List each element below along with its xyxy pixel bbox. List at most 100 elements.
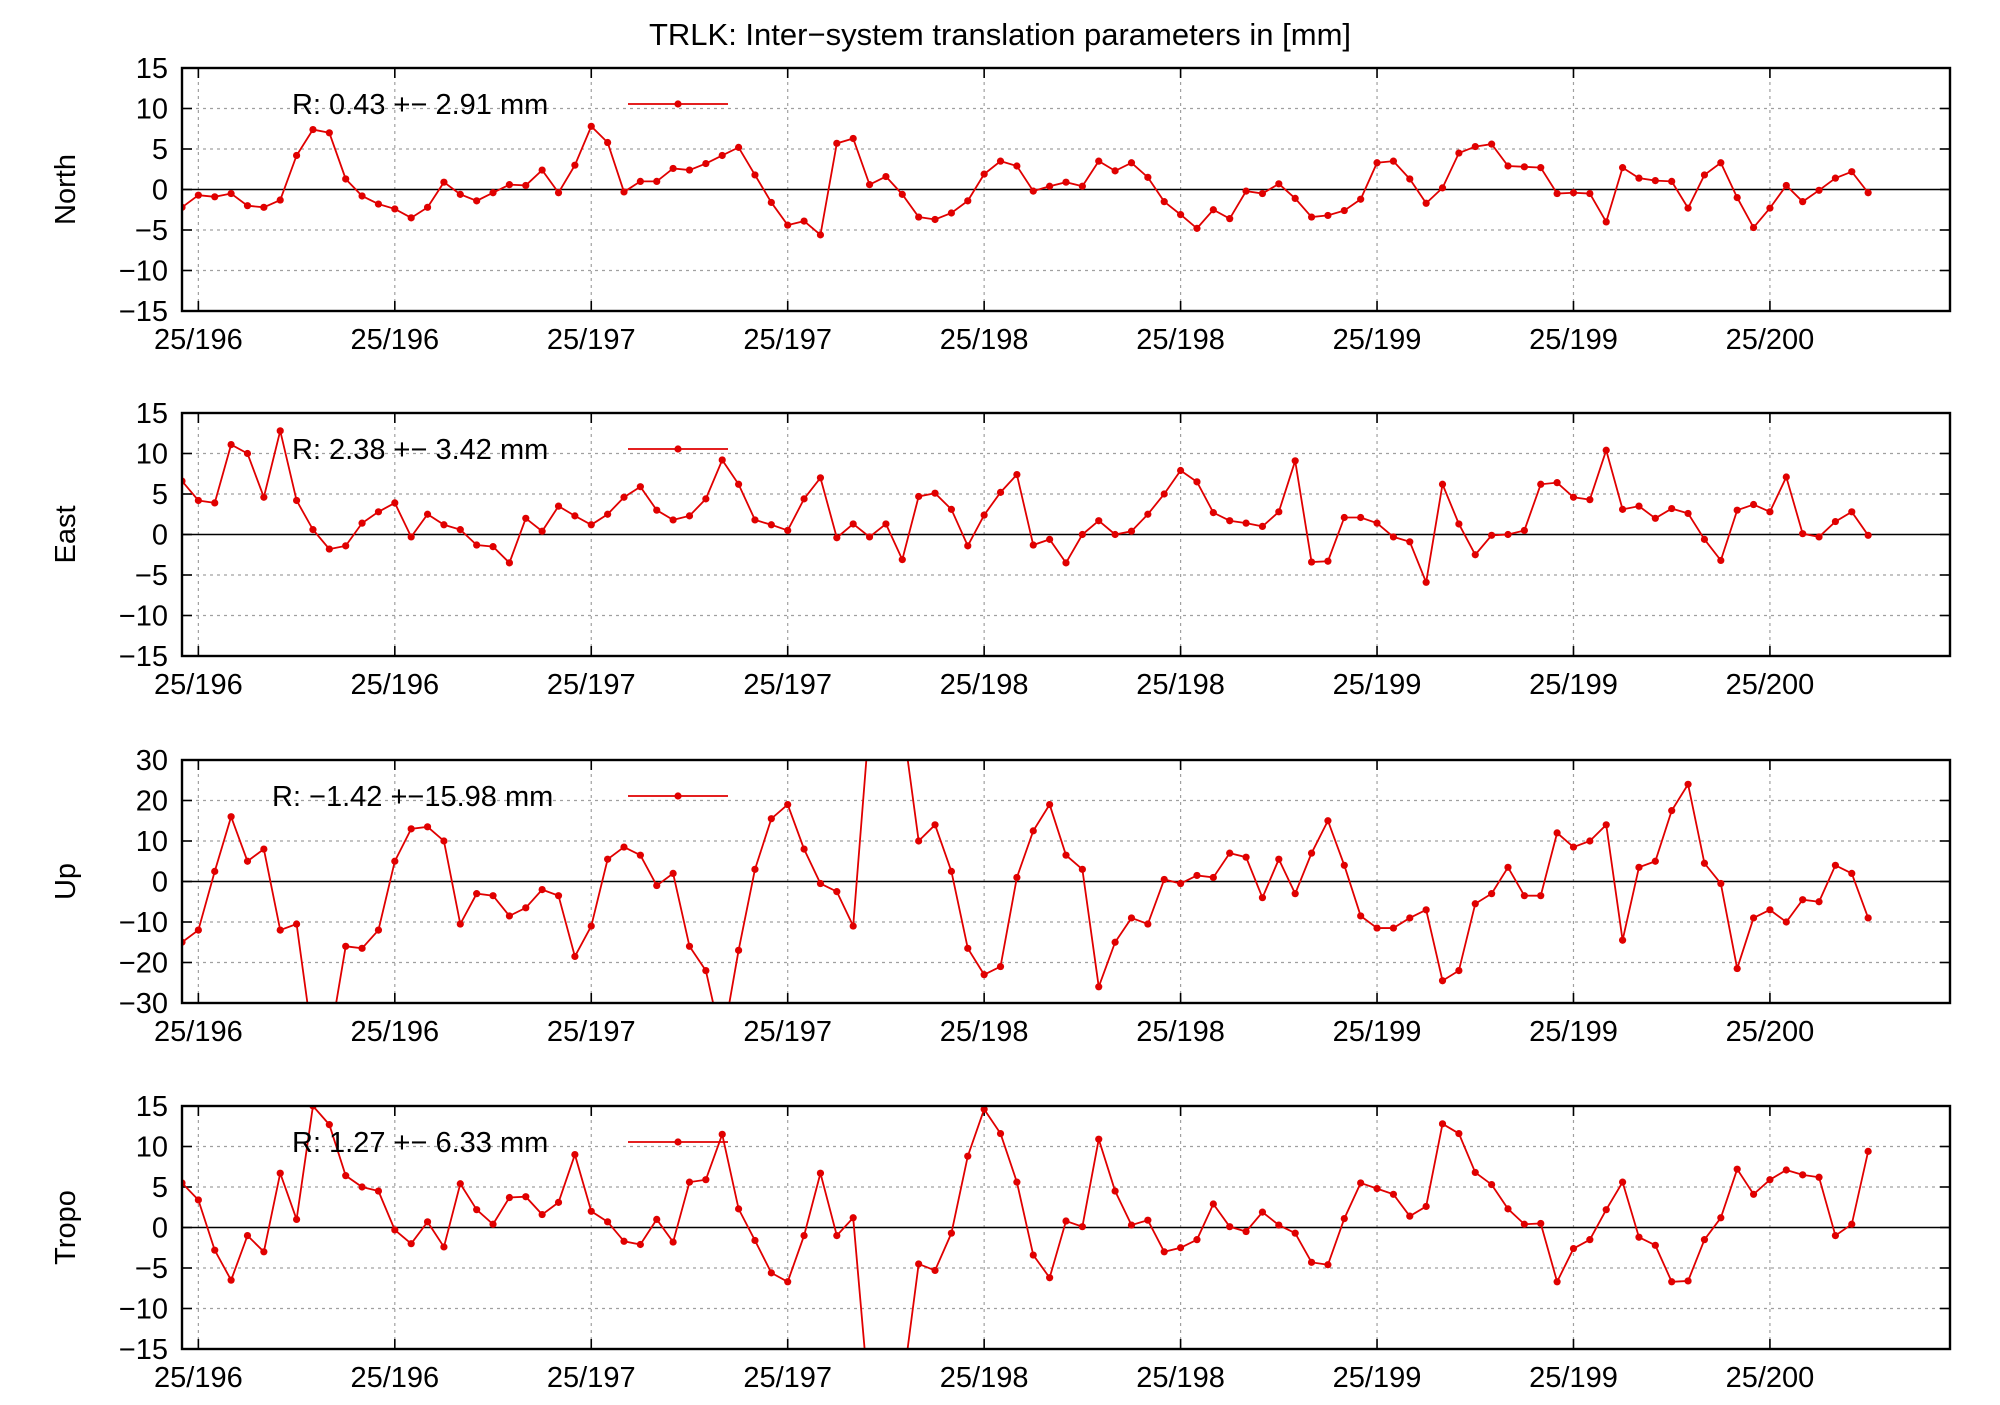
data-point — [915, 837, 923, 845]
data-point — [1406, 1212, 1414, 1220]
data-point — [767, 521, 775, 529]
data-point — [734, 1205, 743, 1213]
y-axis-label: East — [50, 505, 82, 563]
data-point — [260, 845, 268, 853]
data-point — [1193, 478, 1201, 486]
data-point — [587, 1207, 595, 1215]
data-point — [898, 190, 906, 198]
series-up — [182, 760, 1872, 1047]
data-point — [1373, 1185, 1381, 1193]
data-point — [391, 499, 399, 507]
data-point — [1651, 176, 1659, 185]
data-point — [931, 1266, 939, 1275]
figure-title: TRLK: Inter−system translation parameter… — [649, 17, 1351, 52]
data-point — [1029, 827, 1037, 835]
y-tick-label: 5 — [152, 1172, 168, 1204]
data-point — [1144, 510, 1152, 518]
data-point — [833, 1232, 841, 1240]
data-point — [604, 1218, 612, 1226]
series-tropo — [182, 1106, 1872, 1349]
data-point — [276, 1169, 284, 1177]
data-point — [194, 496, 202, 505]
x-tick-label: 25/196 — [350, 324, 439, 356]
data-point — [636, 483, 644, 491]
data-point — [1700, 1236, 1709, 1244]
data-point — [538, 1210, 546, 1219]
data-point — [571, 512, 579, 520]
x-tick-label: 25/198 — [1136, 1016, 1225, 1048]
y-tick-label: 15 — [136, 53, 168, 85]
data-point — [1717, 159, 1725, 167]
data-point — [292, 496, 301, 505]
data-point — [1258, 894, 1267, 902]
data-point — [1651, 514, 1659, 522]
data-point — [849, 922, 857, 930]
data-point — [1504, 530, 1512, 539]
data-point — [964, 542, 972, 550]
x-tick-label: 25/196 — [350, 1362, 439, 1394]
data-point — [538, 886, 546, 894]
data-point — [1013, 162, 1021, 170]
data-point — [1815, 186, 1823, 194]
data-point — [1782, 1166, 1790, 1174]
data-point — [734, 480, 743, 488]
data-point — [276, 427, 284, 435]
data-point — [1684, 204, 1692, 212]
data-point — [653, 1215, 661, 1223]
data-point — [473, 1206, 481, 1214]
data-point — [211, 499, 219, 507]
data-point — [440, 1243, 448, 1251]
data-point — [342, 542, 350, 550]
data-point — [194, 926, 202, 934]
data-point — [751, 516, 759, 524]
data-point — [800, 217, 808, 225]
data-point — [1848, 508, 1856, 516]
data-point — [1406, 175, 1414, 183]
data-point — [1602, 218, 1610, 226]
x-tick-label: 25/197 — [743, 1362, 832, 1394]
data-point — [800, 495, 808, 503]
data-point — [1340, 861, 1348, 869]
data-point — [1160, 875, 1168, 884]
x-tick-label: 25/200 — [1726, 1362, 1815, 1394]
data-point — [931, 215, 939, 224]
data-point — [1815, 533, 1823, 541]
y-tick-label: −30 — [119, 988, 168, 1020]
data-point — [1226, 1223, 1234, 1231]
data-point — [1176, 1244, 1185, 1252]
y-tick-label: 0 — [152, 867, 168, 899]
y-tick-label: −10 — [119, 907, 168, 939]
data-point — [1651, 857, 1659, 865]
data-point — [1275, 1221, 1283, 1229]
x-tick-label: 25/198 — [940, 324, 1029, 356]
data-point — [374, 926, 383, 934]
data-point — [473, 890, 481, 898]
data-point — [1799, 198, 1807, 206]
data-point — [358, 1183, 366, 1191]
data-point — [1422, 199, 1430, 207]
data-point — [1324, 211, 1332, 220]
data-point — [1520, 1220, 1528, 1228]
x-tick-label: 25/199 — [1333, 324, 1422, 356]
data-point — [1618, 936, 1627, 944]
data-point — [342, 175, 350, 183]
data-point — [1176, 211, 1185, 219]
data-point — [1013, 470, 1021, 479]
data-point — [1357, 1179, 1365, 1187]
data-point — [1864, 189, 1872, 197]
y-tick-label: −15 — [119, 296, 168, 328]
data-point — [194, 191, 202, 199]
data-point — [833, 139, 841, 147]
data-point — [1144, 1216, 1152, 1224]
x-tick-label: 25/199 — [1333, 669, 1422, 701]
data-point — [1242, 519, 1250, 527]
data-point — [326, 1040, 333, 1047]
data-point — [1357, 195, 1365, 203]
data-point — [1258, 1208, 1267, 1216]
data-point — [996, 488, 1005, 496]
data-point — [865, 533, 874, 541]
data-point — [620, 188, 628, 196]
data-point — [342, 1172, 350, 1180]
